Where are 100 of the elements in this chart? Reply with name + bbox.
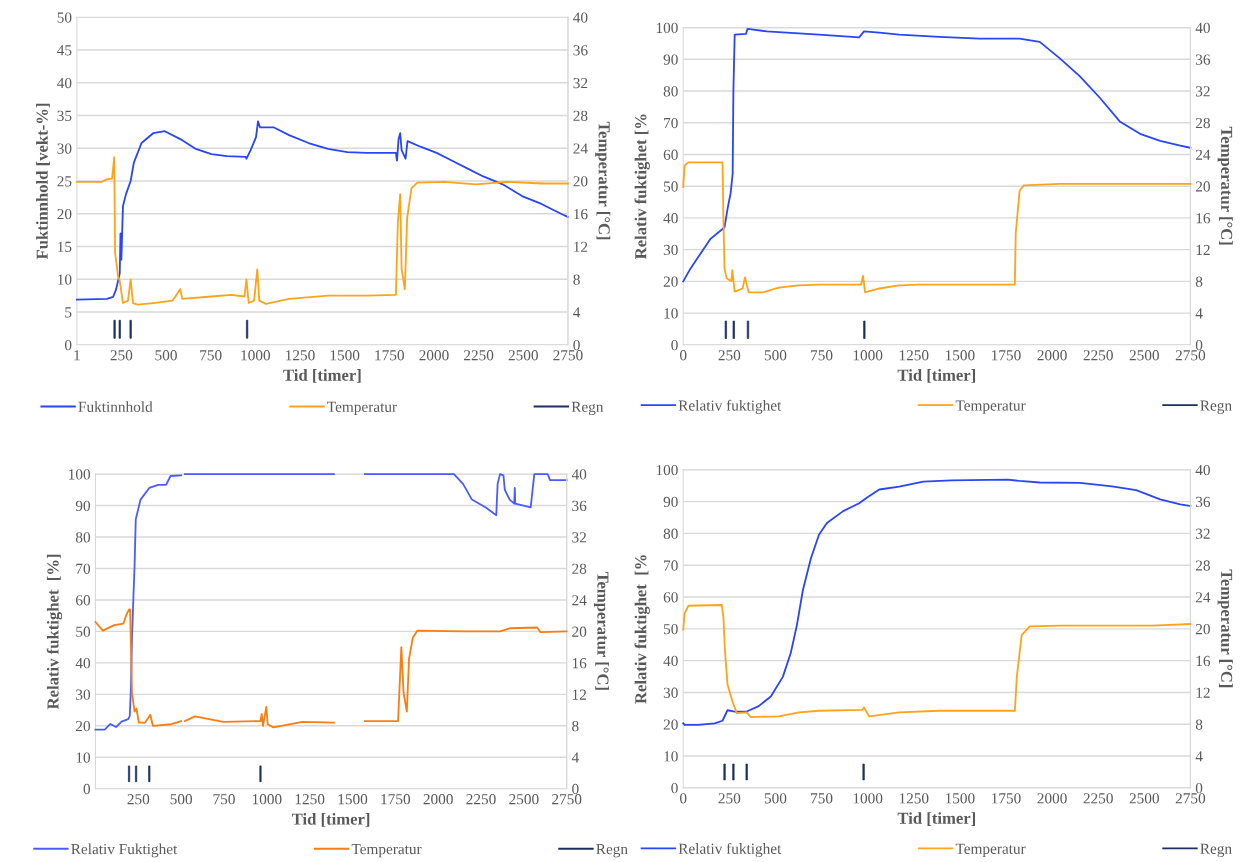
- y-tick-label: 10: [664, 751, 678, 762]
- y2-axis-title: Temperatur [°C]: [593, 572, 610, 690]
- y-tick-label: 30: [57, 143, 72, 154]
- y2-tick-label: 40: [1195, 464, 1210, 476]
- x-tick-label: 1: [74, 350, 80, 361]
- y-tick-label: 0: [83, 783, 91, 795]
- y2-tick-label: 36: [572, 500, 587, 512]
- y-axis-title: Relativ fuktighet [%]: [46, 554, 63, 710]
- x-tick-label: 1000: [252, 794, 282, 805]
- legend-label: Regn: [1200, 400, 1232, 414]
- y-tick-label: 100: [69, 469, 91, 480]
- y2-tick-label: 8: [573, 274, 580, 285]
- x-tick-label: 250: [718, 793, 741, 804]
- y2-tick-label: 12: [572, 689, 586, 700]
- y2-tick-label: 20: [573, 176, 588, 187]
- y-tick-label: 70: [664, 560, 678, 571]
- x-tick-label: 1500: [945, 350, 975, 361]
- x-tick-label: 500: [170, 794, 193, 805]
- legend-label: Relativ Fuktighet: [71, 843, 178, 858]
- y-tick-label: 20: [663, 276, 678, 287]
- y2-tick-label: 16: [574, 208, 588, 220]
- y-tick-label: 80: [663, 528, 678, 539]
- legend-label: Temperatur: [955, 400, 1026, 414]
- line-series: [682, 161, 1192, 294]
- y2-axis-title: Temperatur [°C]: [1217, 126, 1233, 245]
- y2-tick-label: 28: [572, 563, 587, 574]
- x-tick-label: 1250: [899, 350, 929, 361]
- y-tick-label: 10: [58, 274, 72, 285]
- y2-tick-label: 40: [1195, 22, 1210, 34]
- x-tick-label: 1000: [241, 350, 271, 361]
- y2-axis-title: Temperatur [°C]: [595, 121, 611, 240]
- y2-tick-label: 8: [572, 720, 579, 732]
- x-tick-label: 2750: [552, 794, 582, 805]
- y-tick-label: 40: [663, 655, 678, 667]
- legend-label: Temperatur: [327, 401, 397, 416]
- x-tick-label: 250: [110, 350, 133, 361]
- y2-tick-label: 24: [572, 595, 587, 606]
- y-tick-label: 0: [671, 783, 678, 794]
- y2-tick-label: 32: [1195, 528, 1210, 539]
- y2-tick-label: 36: [573, 45, 588, 56]
- y-tick-label: 35: [57, 110, 72, 121]
- y2-tick-label: 24: [1195, 149, 1211, 160]
- legend-label: Temperatur: [351, 844, 422, 858]
- y-tick-label: 10: [76, 752, 91, 763]
- y-tick-label: 30: [76, 689, 91, 700]
- y2-tick-label: 32: [572, 532, 586, 543]
- x-tick-label: 2000: [423, 794, 453, 805]
- x-axis-title: Tid [timer]: [283, 369, 361, 383]
- y2-tick-label: 4: [573, 307, 581, 318]
- y-tick-label: 60: [663, 592, 678, 603]
- x-tick-label: 250: [127, 794, 150, 805]
- y-tick-label: 80: [75, 532, 91, 543]
- y2-tick-label: 28: [1195, 117, 1210, 129]
- y-tick-label: 100: [656, 22, 678, 34]
- legend-label: Regn: [571, 401, 604, 416]
- x-tick-label: 500: [764, 793, 787, 804]
- x-tick-label: 2000: [1037, 793, 1067, 804]
- x-tick-label: 2000: [419, 350, 449, 361]
- x-tick-label: 500: [764, 350, 787, 361]
- y2-tick-label: 32: [573, 77, 588, 89]
- y2-tick-label: 20: [1195, 181, 1210, 192]
- y-tick-label: 90: [75, 500, 91, 512]
- y2-tick-label: 0: [1195, 339, 1203, 351]
- y2-tick-label: 12: [1196, 687, 1210, 698]
- x-tick-label: 2250: [1083, 793, 1113, 804]
- x-tick-label: 1000: [853, 350, 883, 361]
- x-tick-label: 2500: [508, 350, 538, 361]
- y-tick-label: 30: [663, 244, 678, 256]
- x-axis-title: Tid [timer]: [897, 812, 976, 826]
- y2-tick-label: 20: [572, 626, 587, 637]
- y-tick-label: 50: [76, 626, 91, 637]
- y-tick-label: 60: [663, 149, 678, 160]
- x-tick-label: 2500: [1129, 350, 1159, 361]
- line-series: [75, 156, 569, 306]
- legend-label: Temperatur: [955, 843, 1026, 857]
- y-tick-label: 80: [663, 86, 678, 97]
- y-tick-label: 10: [664, 308, 678, 319]
- legend-label: Regn: [596, 844, 628, 858]
- y2-axis-title: Temperatur [°C]: [1217, 569, 1233, 688]
- y2-tick-label: 12: [574, 241, 588, 252]
- y2-tick-label: 24: [1195, 592, 1211, 603]
- x-tick-label: 2000: [1037, 350, 1067, 361]
- x-tick-label: 1750: [375, 350, 404, 361]
- y2-tick-label: 4: [571, 752, 579, 763]
- y2-tick-label: 16: [1196, 655, 1211, 667]
- line-series: [682, 478, 1192, 726]
- y-tick-label: 100: [656, 464, 678, 476]
- y2-tick-label: 8: [1195, 276, 1203, 287]
- x-tick-label: 2750: [1175, 793, 1206, 804]
- y2-tick-label: 36: [1195, 496, 1211, 508]
- line-series: [682, 604, 1192, 719]
- x-tick-label: 1750: [992, 350, 1021, 361]
- y-tick-label: 90: [663, 54, 678, 65]
- x-tick-label: 1250: [899, 793, 929, 804]
- y-tick-label: 30: [663, 687, 678, 698]
- x-tick-label: 1750: [381, 794, 411, 805]
- y-tick-label: 5: [65, 307, 72, 318]
- x-tick-label: 0: [680, 793, 687, 804]
- y-tick-label: 40: [57, 77, 72, 89]
- y-tick-label: 50: [663, 181, 678, 192]
